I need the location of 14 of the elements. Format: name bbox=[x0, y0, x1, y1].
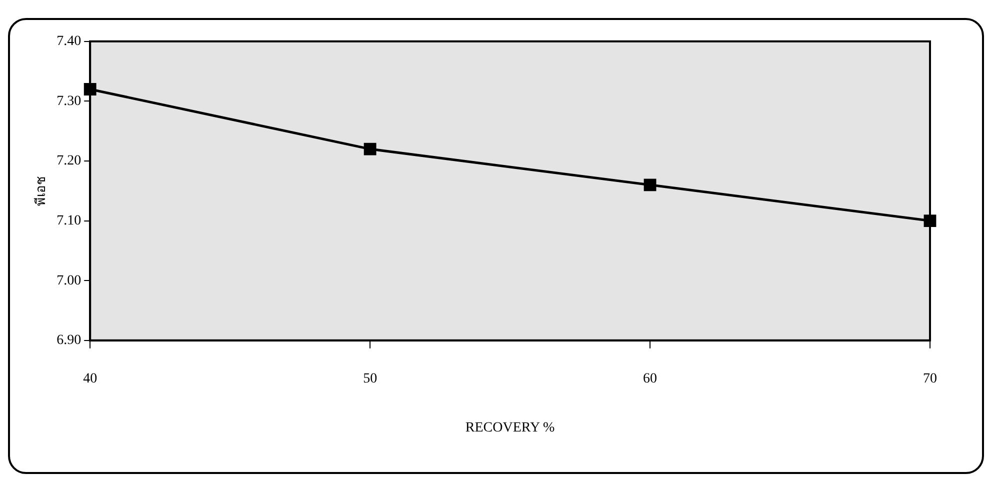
y-tick-label: 7.30 bbox=[56, 94, 82, 109]
y-tick-label: 7.20 bbox=[56, 154, 82, 169]
x-tick-label: 60 bbox=[643, 371, 658, 386]
x-tick-label: 70 bbox=[923, 371, 937, 386]
y-tick-label: 7.10 bbox=[56, 213, 82, 228]
y-axis-title: พีเอช bbox=[33, 176, 50, 206]
x-axis-title: RECOVERY % bbox=[465, 420, 556, 436]
point bbox=[364, 142, 376, 156]
y-tick-label: 6.90 bbox=[56, 333, 82, 348]
x-tick-label: 40 bbox=[83, 371, 98, 386]
point bbox=[644, 178, 656, 192]
y-tick-label: 7.00 bbox=[56, 273, 82, 288]
x-tick-label: 50 bbox=[363, 371, 378, 386]
y-tick-label: 7.40 bbox=[56, 34, 82, 50]
